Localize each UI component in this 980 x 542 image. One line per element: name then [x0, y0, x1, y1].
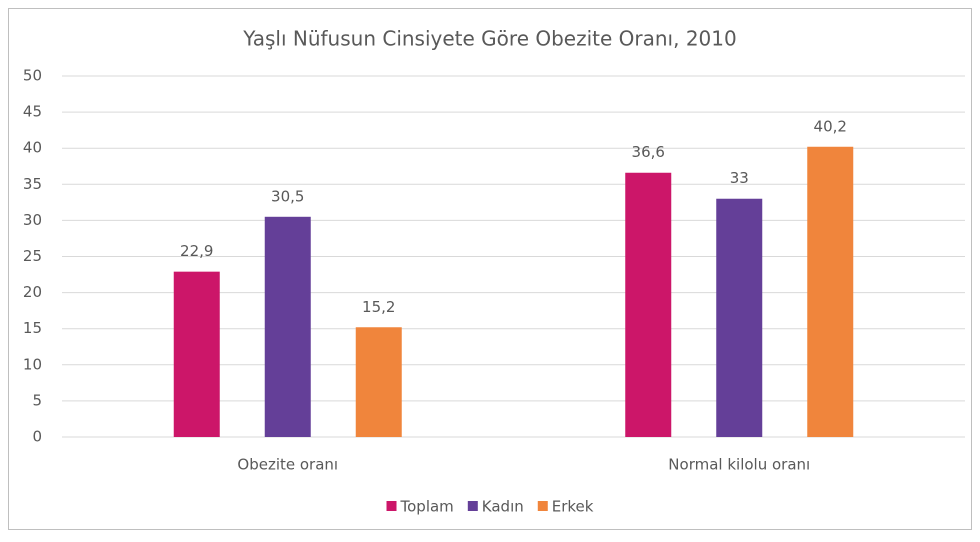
y-tick-label: 10	[23, 355, 42, 373]
legend-swatch	[467, 501, 478, 511]
legend-swatch	[537, 501, 548, 511]
legend-label: Kadın	[482, 498, 524, 516]
data-label: 40,2	[814, 117, 847, 135]
y-tick-label: 40	[23, 139, 42, 157]
y-tick-label: 5	[32, 391, 42, 409]
y-tick-label: 0	[32, 428, 42, 446]
data-label: 15,2	[362, 298, 395, 316]
y-tick-label: 30	[23, 211, 42, 229]
x-tick-label: Normal kilolu oranı	[668, 456, 810, 474]
legend-label: Erkek	[552, 498, 594, 516]
y-tick-label: 20	[23, 283, 42, 301]
bar	[173, 271, 220, 437]
x-tick-label: Obezite oranı	[237, 456, 338, 474]
chart-title: Yaşlı Nüfusun Cinsiyete Göre Obezite Ora…	[242, 27, 736, 51]
data-label: 33	[730, 169, 749, 187]
data-label: 22,9	[180, 242, 213, 260]
y-tick-label: 25	[23, 247, 42, 265]
y-tick-label: 50	[23, 67, 42, 85]
y-tick-label: 15	[23, 319, 42, 337]
bar	[264, 216, 311, 437]
legend-swatch	[386, 501, 397, 511]
legend-label: Toplam	[400, 498, 454, 516]
data-label: 30,5	[271, 187, 304, 205]
y-tick-label: 45	[23, 103, 42, 121]
bar	[807, 146, 854, 438]
bar	[355, 327, 402, 437]
y-tick-label: 35	[23, 175, 42, 193]
bar	[625, 172, 672, 438]
bar	[716, 198, 763, 437]
data-label: 36,6	[632, 143, 665, 161]
